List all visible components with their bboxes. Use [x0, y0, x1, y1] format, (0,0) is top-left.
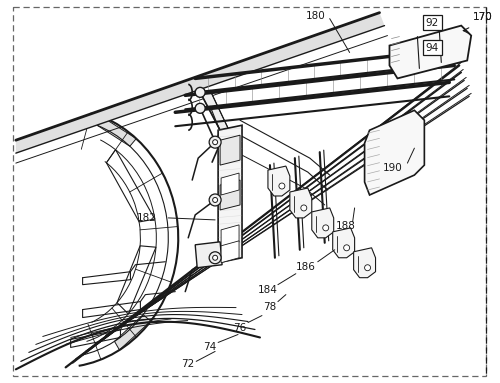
Polygon shape [332, 228, 354, 258]
Circle shape [209, 194, 221, 206]
Polygon shape [364, 110, 424, 195]
Text: 170: 170 [473, 11, 493, 21]
Circle shape [195, 87, 205, 97]
Text: 94: 94 [426, 43, 439, 52]
Polygon shape [16, 13, 384, 153]
Polygon shape [221, 241, 239, 263]
Text: 76: 76 [234, 322, 246, 332]
Text: 72: 72 [182, 359, 195, 369]
Polygon shape [220, 180, 240, 210]
Text: 74: 74 [204, 342, 217, 352]
Text: 92: 92 [426, 18, 439, 28]
Circle shape [322, 225, 328, 231]
Circle shape [195, 103, 205, 113]
Polygon shape [268, 166, 290, 196]
Circle shape [212, 255, 218, 260]
Circle shape [212, 198, 218, 203]
Circle shape [364, 265, 370, 271]
Polygon shape [195, 242, 222, 268]
Polygon shape [221, 225, 239, 247]
Circle shape [301, 205, 307, 211]
Polygon shape [390, 26, 471, 79]
Circle shape [209, 252, 221, 264]
Polygon shape [221, 173, 239, 195]
Polygon shape [220, 135, 240, 165]
Text: 186: 186 [296, 262, 316, 272]
Circle shape [344, 245, 349, 251]
Polygon shape [98, 116, 136, 146]
Polygon shape [290, 188, 312, 218]
Polygon shape [200, 90, 228, 130]
Text: 184: 184 [258, 285, 278, 295]
Circle shape [212, 140, 218, 145]
Text: 190: 190 [382, 163, 402, 173]
Text: 182: 182 [136, 213, 156, 223]
Polygon shape [354, 248, 376, 278]
Text: 180: 180 [306, 11, 326, 21]
Text: 78: 78 [264, 301, 276, 312]
Polygon shape [312, 208, 334, 238]
Polygon shape [114, 315, 151, 350]
Circle shape [279, 183, 285, 189]
Text: 170: 170 [473, 11, 493, 21]
Text: 188: 188 [336, 221, 355, 231]
Polygon shape [218, 125, 242, 263]
Circle shape [209, 136, 221, 148]
